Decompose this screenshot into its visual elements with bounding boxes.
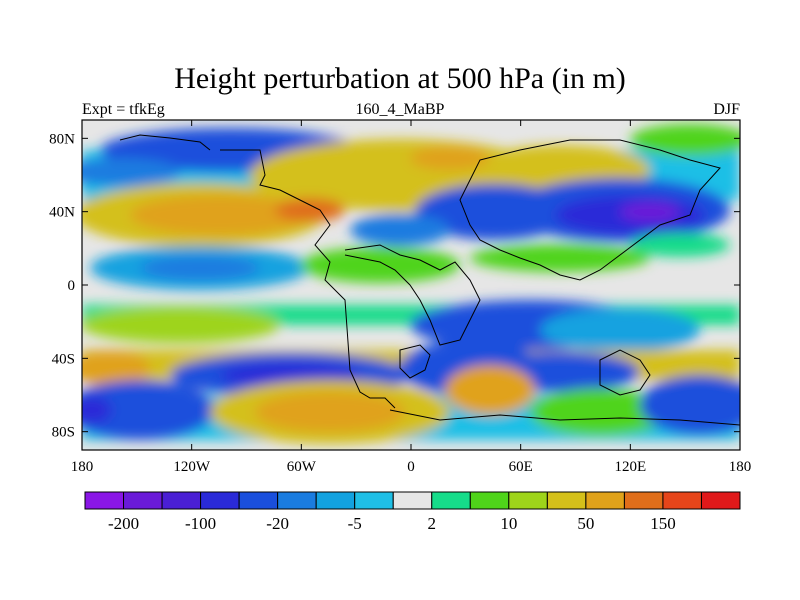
season-label: DJF xyxy=(713,101,740,118)
colorbar-label: -5 xyxy=(348,514,362,533)
experiment-label: Expt = tfkEg xyxy=(82,101,165,118)
colorbar-label: 2 xyxy=(428,514,437,533)
colorbar-swatch xyxy=(238,491,279,510)
colorbar: -200 -100 -20 -5 2 10 50 150 xyxy=(84,491,741,533)
colorbar-swatch xyxy=(123,491,163,510)
x-tick-label: 120W xyxy=(173,459,211,475)
x-tick-label: 180 xyxy=(71,459,94,475)
colorbar-swatch xyxy=(508,491,548,510)
figure-title: Height perturbation at 500 hPa (in m) xyxy=(174,62,626,95)
y-tick-label: 80N xyxy=(49,131,75,147)
colorbar-swatch xyxy=(161,491,202,510)
colorbar-swatch xyxy=(431,491,471,510)
x-tick-label: 0 xyxy=(407,459,415,475)
continent-outlines xyxy=(119,134,740,426)
axes: 180 120W 60W 0 60E 120E 180 80N 40N 0 40S 80S xyxy=(49,120,751,475)
colorbar-swatch xyxy=(585,491,625,510)
colorbar-label: -100 xyxy=(185,514,216,533)
colorbar-label: 10 xyxy=(500,514,517,533)
y-tick-label: 0 xyxy=(68,278,76,294)
colorbar-swatch xyxy=(354,491,394,510)
colorbar-swatch xyxy=(84,491,125,510)
colorbar-swatch xyxy=(662,491,702,510)
colorbar-swatch xyxy=(277,491,317,510)
colorbar-label: -200 xyxy=(108,514,139,533)
x-tick-label: 180 xyxy=(729,459,752,475)
colorbar-label: 150 xyxy=(650,514,676,533)
y-tick-label: 80S xyxy=(52,425,75,441)
colorbar-swatch xyxy=(546,491,587,510)
colorbar-swatch xyxy=(469,491,510,510)
colorbar-swatch xyxy=(200,491,240,510)
colorbar-swatch xyxy=(700,491,741,510)
colorbar-swatch xyxy=(315,491,356,510)
colorbar-swatch xyxy=(623,491,664,510)
colorbar-label: 50 xyxy=(577,514,594,533)
y-tick-label: 40N xyxy=(49,205,75,221)
x-tick-label: 120E xyxy=(614,459,646,475)
colorbar-swatch xyxy=(392,491,433,510)
x-tick-label: 60E xyxy=(509,459,533,475)
experiment-id: 160_4_MaBP xyxy=(355,101,445,118)
colorbar-label: -20 xyxy=(266,514,289,533)
contour-field xyxy=(82,120,740,450)
x-tick-label: 60W xyxy=(287,459,317,475)
y-tick-label: 40S xyxy=(52,351,75,367)
